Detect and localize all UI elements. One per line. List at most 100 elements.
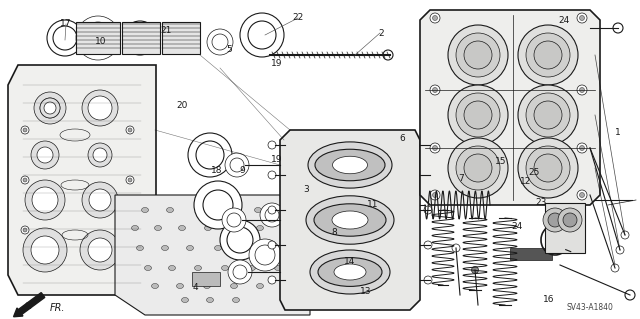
- Text: 18: 18: [211, 166, 222, 175]
- Circle shape: [611, 264, 619, 272]
- Ellipse shape: [179, 226, 186, 231]
- Text: 7: 7: [458, 174, 463, 183]
- Circle shape: [579, 87, 584, 93]
- Ellipse shape: [207, 298, 214, 302]
- Circle shape: [424, 241, 432, 249]
- Circle shape: [579, 192, 584, 197]
- Circle shape: [621, 231, 629, 239]
- Circle shape: [88, 143, 112, 167]
- Bar: [545, 203, 585, 253]
- Text: 19: 19: [271, 59, 282, 68]
- Circle shape: [171, 29, 189, 47]
- Ellipse shape: [131, 226, 138, 231]
- Ellipse shape: [195, 265, 202, 271]
- Ellipse shape: [232, 298, 239, 302]
- Circle shape: [23, 228, 67, 272]
- Circle shape: [577, 13, 587, 23]
- Circle shape: [126, 126, 134, 134]
- Text: 17: 17: [60, 19, 72, 28]
- Circle shape: [616, 246, 624, 254]
- Text: 4: 4: [193, 283, 198, 292]
- Circle shape: [433, 145, 438, 151]
- Text: 3: 3: [303, 185, 308, 194]
- Circle shape: [126, 226, 134, 234]
- Circle shape: [518, 138, 578, 198]
- Circle shape: [464, 41, 492, 69]
- Circle shape: [430, 143, 440, 153]
- Ellipse shape: [332, 211, 368, 229]
- Circle shape: [31, 236, 59, 264]
- Text: 23: 23: [535, 198, 547, 207]
- Circle shape: [268, 241, 276, 249]
- Circle shape: [227, 227, 253, 253]
- Circle shape: [579, 16, 584, 20]
- Ellipse shape: [310, 250, 390, 294]
- Circle shape: [227, 213, 241, 227]
- Text: 20: 20: [177, 101, 188, 110]
- Ellipse shape: [154, 226, 161, 231]
- Circle shape: [225, 153, 249, 177]
- Circle shape: [268, 276, 276, 284]
- Text: 24: 24: [559, 16, 570, 25]
- Ellipse shape: [275, 265, 282, 271]
- Bar: [76, 22, 120, 54]
- Text: 25: 25: [529, 168, 540, 177]
- Circle shape: [433, 16, 438, 20]
- Text: 19: 19: [271, 155, 282, 164]
- Text: 10: 10: [95, 37, 106, 46]
- Circle shape: [230, 158, 244, 172]
- Ellipse shape: [227, 207, 234, 212]
- Circle shape: [577, 85, 587, 95]
- Circle shape: [268, 206, 276, 214]
- Ellipse shape: [204, 284, 211, 288]
- Circle shape: [128, 178, 132, 182]
- Circle shape: [53, 26, 77, 50]
- Circle shape: [233, 265, 247, 279]
- Ellipse shape: [276, 212, 284, 218]
- Text: 13: 13: [360, 287, 372, 296]
- Circle shape: [579, 145, 584, 151]
- Circle shape: [456, 33, 500, 77]
- Ellipse shape: [334, 264, 366, 280]
- Ellipse shape: [168, 265, 175, 271]
- Circle shape: [82, 90, 118, 126]
- Circle shape: [430, 13, 440, 23]
- Circle shape: [21, 176, 29, 184]
- Circle shape: [249, 239, 281, 271]
- Circle shape: [534, 41, 562, 69]
- Circle shape: [548, 213, 562, 227]
- Circle shape: [577, 190, 587, 200]
- Circle shape: [88, 238, 112, 262]
- Circle shape: [207, 29, 233, 55]
- Circle shape: [430, 190, 440, 200]
- Polygon shape: [8, 65, 156, 295]
- Circle shape: [577, 143, 587, 153]
- Circle shape: [464, 101, 492, 129]
- Ellipse shape: [257, 226, 264, 231]
- Circle shape: [625, 290, 635, 300]
- Polygon shape: [280, 130, 420, 310]
- Circle shape: [240, 13, 284, 57]
- Circle shape: [268, 171, 276, 179]
- Circle shape: [129, 27, 151, 49]
- Circle shape: [248, 21, 276, 49]
- Circle shape: [21, 126, 29, 134]
- FancyArrow shape: [13, 293, 45, 317]
- Circle shape: [128, 228, 132, 232]
- Text: 21: 21: [161, 26, 172, 35]
- Circle shape: [255, 245, 275, 265]
- Ellipse shape: [177, 284, 184, 288]
- Circle shape: [31, 141, 59, 169]
- Text: 1: 1: [615, 128, 620, 137]
- Ellipse shape: [161, 246, 168, 250]
- Circle shape: [526, 33, 570, 77]
- Circle shape: [526, 146, 570, 190]
- Polygon shape: [420, 10, 600, 205]
- Circle shape: [220, 220, 260, 260]
- Text: 9: 9: [239, 166, 244, 175]
- Circle shape: [464, 154, 492, 182]
- Circle shape: [448, 138, 508, 198]
- Circle shape: [222, 208, 246, 232]
- Circle shape: [558, 208, 582, 232]
- Text: 22: 22: [292, 13, 303, 22]
